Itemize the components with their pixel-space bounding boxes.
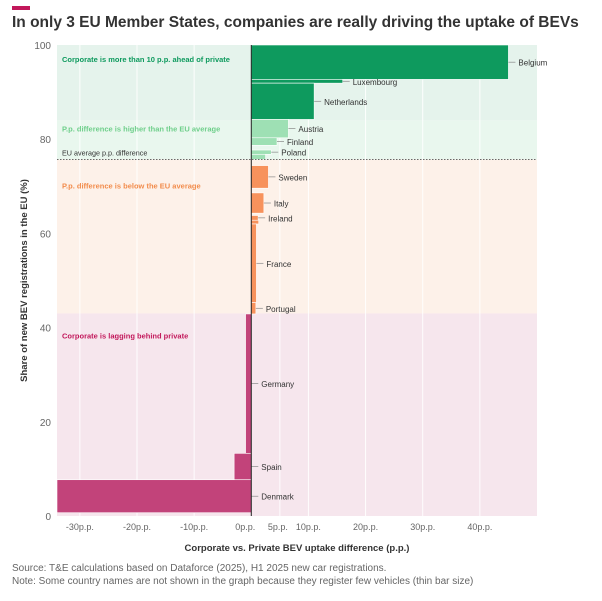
- country-label-france: France: [266, 260, 291, 269]
- y-tick-label: 80: [40, 135, 52, 146]
- y-tick-label: 100: [34, 41, 51, 52]
- bar-italy: [250, 192, 265, 214]
- country-label-finland: Finland: [287, 138, 313, 147]
- x-tick-label: 30p.p.: [410, 522, 435, 532]
- bar-unlabeled: [250, 153, 266, 160]
- country-label-italy: Italy: [274, 200, 289, 209]
- country-label-portugal: Portugal: [266, 305, 296, 314]
- country-label-netherlands: Netherlands: [324, 98, 367, 107]
- bar-sweden: [250, 165, 269, 189]
- bar-spain: [233, 453, 252, 481]
- x-tick-label: -30p.p.: [66, 522, 94, 532]
- y-tick-label: 0: [45, 512, 51, 523]
- x-tick-label: 5p.p.: [268, 522, 288, 532]
- bar-austria: [250, 119, 289, 139]
- bar-germany: [245, 313, 252, 454]
- x-axis-title: Corporate vs. Private BEV uptake differe…: [185, 543, 410, 554]
- bar-finland: [250, 137, 278, 146]
- bar-ireland: [250, 215, 259, 221]
- chart-title: In only 3 EU Member States, companies ar…: [12, 14, 579, 31]
- source-note: Source: T&E calculations based on Datafo…: [12, 563, 387, 574]
- bar-belgium: [250, 44, 509, 80]
- x-tick-label: 10p.p.: [296, 522, 321, 532]
- footnote: Note: Some country names are not shown i…: [12, 576, 474, 587]
- eu-average-label: EU average p.p. difference: [62, 148, 147, 157]
- country-label-luxembourg: Luxembourg: [353, 78, 397, 87]
- x-tick-label: 0p.p.: [235, 522, 255, 532]
- country-label-ireland: Ireland: [268, 214, 292, 223]
- country-label-poland: Poland: [281, 149, 306, 158]
- bar-luxembourg: [250, 79, 344, 84]
- y-tick-label: 40: [40, 324, 52, 335]
- country-label-denmark: Denmark: [261, 493, 294, 502]
- zone-label-higher: P.p. difference is higher than the EU av…: [62, 124, 220, 133]
- country-label-spain: Spain: [261, 463, 281, 472]
- bar-france: [250, 223, 257, 303]
- country-label-germany: Germany: [261, 380, 294, 389]
- y-axis-title: Share of new BEV registrations in the EU…: [19, 179, 30, 382]
- country-label-belgium: Belgium: [518, 59, 547, 68]
- y-tick-label: 20: [40, 418, 52, 429]
- country-label-sweden: Sweden: [278, 173, 307, 182]
- x-tick-label: 20p.p.: [353, 522, 378, 532]
- x-tick-label: -20p.p.: [123, 522, 151, 532]
- bar-portugal: [250, 302, 257, 315]
- title-accent-bar: [12, 6, 30, 10]
- bar-unlabeled: [250, 219, 260, 225]
- zone-label-below: P.p. difference is below the EU average: [62, 181, 201, 190]
- bar-poland: [250, 149, 272, 155]
- y-tick-label: 60: [40, 229, 52, 240]
- bar-netherlands: [250, 82, 315, 120]
- zone-label-lagging: Corporate is lagging behind private: [62, 332, 188, 341]
- bar-denmark: [56, 479, 252, 514]
- x-tick-label: -10p.p.: [180, 522, 208, 532]
- chart-footer: Source: T&E calculations based on Datafo…: [12, 562, 473, 588]
- x-tick-label: 40p.p.: [467, 522, 492, 532]
- country-label-austria: Austria: [298, 125, 323, 134]
- zone-label-ahead: Corporate is more than 10 p.p. ahead of …: [62, 55, 230, 64]
